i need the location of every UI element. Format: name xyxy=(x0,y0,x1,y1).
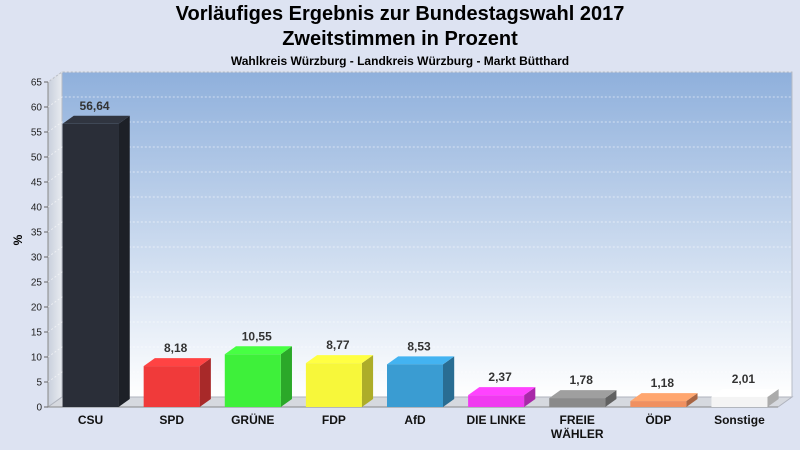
data-label: 1,18 xyxy=(651,376,675,390)
data-label: 2,37 xyxy=(488,370,512,384)
back-wall xyxy=(61,71,793,398)
bar-top xyxy=(549,390,617,399)
grid-line xyxy=(47,246,792,258)
x-tick-label: WÄHLER xyxy=(551,426,604,441)
grid-line xyxy=(47,146,792,158)
grid-line xyxy=(47,171,792,183)
grid-line xyxy=(47,346,792,358)
bar-top xyxy=(387,356,455,365)
bar-front xyxy=(711,396,768,407)
bar-freie-wähler: 1,78 xyxy=(549,373,617,407)
y-tick-label: 10 xyxy=(31,353,43,364)
y-tick-label: 65 xyxy=(31,78,43,89)
bar-side xyxy=(686,393,698,407)
y-tick-label: 35 xyxy=(31,228,43,239)
x-tick-label: ÖDP xyxy=(645,412,671,427)
bar-front xyxy=(468,395,525,407)
x-tick-label: AfD xyxy=(404,413,426,427)
bar-side xyxy=(443,356,455,407)
y-tick-label: 40 xyxy=(31,203,43,214)
y-tick-label: 30 xyxy=(31,253,43,264)
y-axis-ticks: 0 5 10 15 20 25 30 35 40 45 50 55 60 65 xyxy=(31,78,48,414)
x-tick-label: Sonstige xyxy=(714,413,765,427)
chart-title: Vorläufiges Ergebnis zur Bundestagswahl … xyxy=(175,3,625,25)
bar-top xyxy=(143,358,211,367)
y-tick-label: 5 xyxy=(36,378,42,389)
grid-line xyxy=(47,271,792,283)
x-tick-label: DIE LINKE xyxy=(466,413,525,427)
bar-side xyxy=(118,115,130,408)
y-tick-label: 15 xyxy=(31,328,43,339)
bar-grüne: 10,55 xyxy=(224,329,292,407)
grid-line xyxy=(47,371,792,383)
x-tick-label: CSU xyxy=(78,413,103,427)
x-tick-label: FREIE xyxy=(560,413,595,427)
bar-top xyxy=(305,355,374,364)
bar-spd: 8,18 xyxy=(143,341,211,407)
data-label: 8,53 xyxy=(407,339,431,353)
chart-subtitle: Wahlkreis Würzburg - Landkreis Würzburg … xyxy=(230,54,570,68)
grid-lines xyxy=(47,71,792,383)
x-tick-label: SPD xyxy=(159,413,184,427)
data-label: 56,64 xyxy=(80,99,110,113)
y-tick-label: 50 xyxy=(31,153,43,164)
grid-line xyxy=(47,121,792,133)
bar-fdp: 8,77 xyxy=(305,338,374,407)
y-tick-label: 60 xyxy=(31,103,43,114)
y-tick-label: 20 xyxy=(31,303,43,314)
bar-top xyxy=(711,388,779,397)
bar-side xyxy=(361,355,374,407)
bar-front xyxy=(387,364,443,407)
x-tick-label: FDP xyxy=(322,413,346,427)
y-tick-label: 0 xyxy=(36,403,42,414)
bar-csu: 56,64 xyxy=(62,99,130,408)
y-tick-label: 55 xyxy=(31,128,43,139)
data-label: 2,01 xyxy=(732,372,756,386)
bar-front xyxy=(143,366,200,407)
bar-top xyxy=(62,115,130,124)
bar-side xyxy=(199,358,211,407)
grid-line xyxy=(47,296,792,308)
bar-sonstige: 2,01 xyxy=(711,372,779,407)
data-label: 10,55 xyxy=(242,329,272,343)
data-label: 8,77 xyxy=(326,338,350,352)
data-label: 1,78 xyxy=(570,373,594,387)
grid-line xyxy=(47,321,792,333)
bar-side xyxy=(767,388,779,407)
bar-front xyxy=(62,123,119,408)
bar-front xyxy=(224,354,281,407)
grid-line xyxy=(47,96,792,108)
bars: 56,64 8,18 10,55 8,77 8,53 2,37 1,78 1,18 2,01 xyxy=(62,99,779,408)
y-tick-label: 25 xyxy=(31,278,43,289)
grid-line xyxy=(47,71,792,83)
chart-title-line2: Zweitstimmen in Prozent xyxy=(282,28,518,50)
grid-line xyxy=(47,221,792,233)
bar-die-linke: 2,37 xyxy=(468,370,536,407)
bar-top xyxy=(224,346,292,355)
bar-afd: 8,53 xyxy=(387,339,455,407)
data-label: 8,18 xyxy=(164,341,188,355)
bar-side xyxy=(280,346,292,407)
x-tick-label: GRÜNE xyxy=(231,412,274,427)
bar-side xyxy=(605,390,617,407)
bar-top xyxy=(630,393,698,402)
bar-top xyxy=(468,387,536,396)
bar-ödp: 1,18 xyxy=(630,376,698,407)
grid-line xyxy=(47,196,792,208)
left-wall xyxy=(47,71,63,408)
bar-front xyxy=(305,363,362,407)
bar-side xyxy=(524,387,536,407)
bar-front xyxy=(549,398,606,407)
y-tick-label: 45 xyxy=(31,178,43,189)
bar-front xyxy=(630,401,687,407)
y-axis-label: % xyxy=(11,234,25,245)
